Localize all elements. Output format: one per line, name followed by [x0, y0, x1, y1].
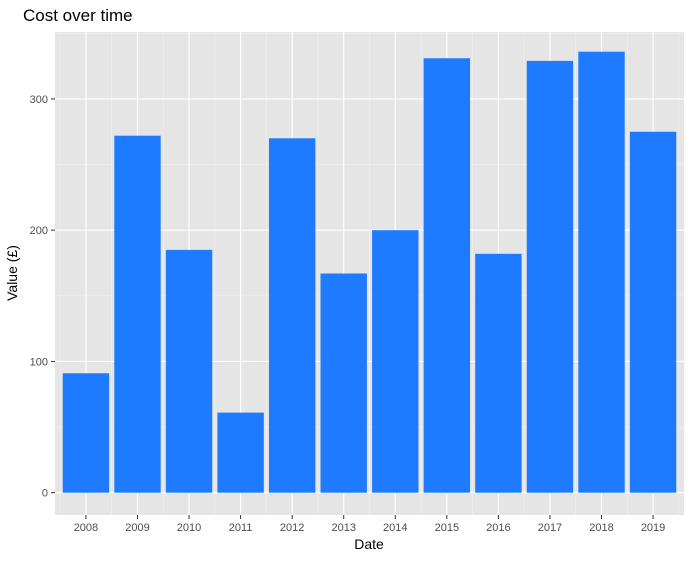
y-axis-title: Value (£)	[4, 245, 20, 301]
x-tick-label: 2012	[280, 522, 304, 534]
x-tick-label: 2009	[125, 522, 149, 534]
bar-2008	[62, 373, 110, 493]
y-tick-label: 0	[42, 488, 48, 500]
bar-2011	[217, 412, 264, 493]
x-axis-title: Date	[354, 536, 384, 552]
bar-2019	[629, 131, 677, 493]
x-tick-label: 2017	[538, 522, 562, 534]
bar-2018	[578, 51, 625, 493]
y-axis: 0 100 200 300	[30, 94, 55, 500]
x-tick-label: 2016	[486, 522, 510, 534]
x-tick-label: 2013	[331, 522, 355, 534]
bar-2015	[423, 58, 471, 493]
x-tick-label: 2008	[74, 522, 98, 534]
x-tick-label: 2019	[641, 522, 665, 534]
bar-2013	[320, 273, 367, 493]
x-tick-label: 2015	[435, 522, 459, 534]
x-tick-label: 2014	[383, 522, 407, 534]
x-tick-label: 2011	[229, 522, 253, 534]
x-tick-label: 2018	[589, 522, 613, 534]
bar-2009	[114, 135, 161, 493]
bar-2014	[372, 230, 419, 493]
y-tick-label: 200	[30, 225, 48, 237]
bar-2017	[526, 60, 574, 493]
bar-2016	[475, 253, 522, 493]
chart-title: Cost over time	[23, 6, 133, 25]
y-tick-label: 300	[30, 94, 48, 106]
bars	[62, 51, 677, 493]
bar-2010	[165, 249, 213, 493]
x-tick-label: 2010	[177, 522, 201, 534]
x-axis: 2008 2009 2010 2011 2012 2013 2014 2015 2016 2017…	[74, 515, 665, 534]
y-tick-label: 100	[30, 356, 48, 368]
bar-2012	[268, 138, 316, 493]
